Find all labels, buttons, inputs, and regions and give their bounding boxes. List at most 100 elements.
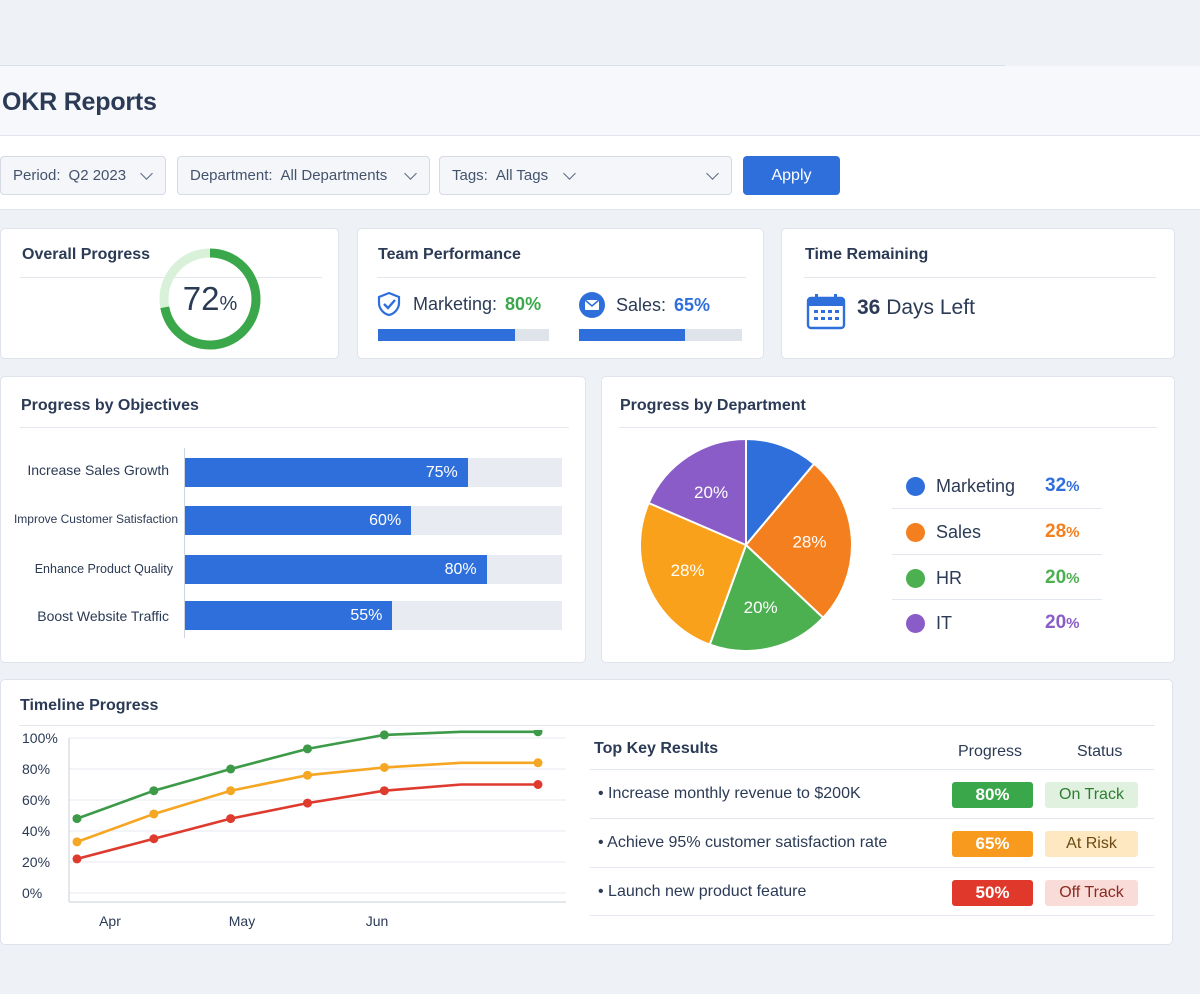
objectives-axis [184,448,185,638]
time-remaining-card [781,228,1175,359]
department-label: Department: [190,167,273,184]
series-point [303,744,312,754]
overall-value-number: 72 [182,280,220,317]
legend-dot [906,568,925,588]
tags-select[interactable]: Tags: All Tags [439,156,732,195]
time-remaining-title: Time Remaining [805,246,929,263]
sales-progress-bar [579,329,742,341]
status-badge: On Track [1045,782,1138,808]
legend-name: IT [936,612,952,633]
series-point [149,834,159,844]
series-point [533,758,543,768]
team-value: 65% [674,294,711,315]
card-divider [20,427,569,428]
department-value: All Departments [280,167,388,184]
top-divider [0,65,1005,66]
objective-bar: 75% [185,458,468,487]
series-point [303,770,312,780]
legend-value: 28% [1045,521,1079,543]
objective-value: 60% [369,512,402,529]
objective-bar-track: 75% [185,458,562,487]
objective-label: Improve Customer Satisfaction [13,512,178,526]
overall-progress-value: 72% [157,280,263,318]
legend-name: HR [936,567,962,588]
ring-progress [159,248,261,350]
card-divider [377,277,746,278]
department-select[interactable]: Department: All Departments [177,156,430,195]
calendar-icon [806,294,846,330]
period-select[interactable]: Period: Q2 2023 [0,156,166,195]
legend-number: 20 [1045,567,1067,588]
legend-item-sales: Sales 28% [892,509,1102,555]
card-divider [804,277,1156,278]
series-point [72,837,82,847]
sales-progress-fill [579,329,685,341]
shield-check-icon [377,291,401,317]
y-tick-label: 60% [22,792,50,808]
x-tick-label: Jun [366,913,389,929]
card-divider [19,725,1155,726]
pie-slice-label: 28% [671,561,705,580]
apply-button[interactable]: Apply [743,156,840,195]
key-result-row: • Increase monthly revenue to $200K 80% … [590,769,1154,818]
legend-divider [892,554,1102,555]
overall-progress-ring [159,248,261,350]
series-point [149,786,159,796]
objective-value: 55% [350,607,383,624]
series-point [533,780,543,789]
legend-number: 28 [1045,521,1067,542]
key-result-text: • Launch new product feature [598,883,807,900]
overall-progress-title: Overall Progress [22,246,151,263]
overall-progress-card [0,228,339,359]
legend-dot [906,613,925,633]
page-title: OKR Reports [2,88,157,116]
series-point [226,786,236,796]
legend-name: Sales [936,521,982,542]
legend-unit: % [1066,478,1080,495]
legend-name: Marketing [936,475,1016,496]
series-point [72,814,82,824]
series-point [72,854,82,864]
legend-value: 20% [1045,567,1079,589]
team-item-marketing: Marketing: 80% [376,291,541,317]
team-item-sales: Sales: 65% [578,291,710,319]
objective-bar: 60% [185,506,412,535]
pie-slice-hr [708,543,825,652]
key-result-text: • Achieve 95% customer satisfaction rate [598,834,888,851]
pie-slice-label: 20% [744,598,778,617]
objective-label: Enhance Product Quality [34,562,173,576]
y-tick-label: 0% [22,885,42,901]
pie-slice-marketing [745,437,816,548]
key-result-row: • Achieve 95% customer satisfaction rate… [590,818,1154,867]
progress-column-header: Progress [958,743,1023,760]
pie-slice-label: 20% [694,483,728,502]
tags-value: All Tags [495,167,549,184]
title-bar [0,66,1200,136]
legend-divider [892,599,1102,600]
marketing-progress-bar [378,329,549,341]
days-text: Days Left [886,296,975,319]
key-results-title: Top Key Results [594,740,719,757]
key-result-text: • Increase monthly revenue to $200K [598,785,861,802]
timeline-title: Timeline Progress [20,697,159,714]
pie-slice-it [647,437,747,547]
legend-dot [906,522,925,542]
days-left: 36 Days Left [857,296,975,320]
objective-value: 80% [444,561,477,578]
progress-badge: 65% [952,831,1033,857]
objective-bar-track: 60% [185,506,562,535]
objective-bar-track: 80% [185,555,562,584]
objective-bar: 80% [185,555,487,584]
y-tick-label: 20% [22,854,50,870]
legend-value: 32% [1045,475,1079,497]
marketing-progress-fill [378,329,515,341]
series-point [379,762,389,772]
series-point [533,730,543,737]
y-tick-label: 40% [22,823,50,839]
card-divider [619,427,1157,428]
pie-slice-sales [639,501,748,646]
period-value: Q2 2023 [68,167,127,184]
series-point [379,786,389,796]
timeline-line-chart: 100% 80% 60% 40% 20% 0% Apr May Jun [22,730,566,929]
chevron-down-icon [140,167,153,180]
